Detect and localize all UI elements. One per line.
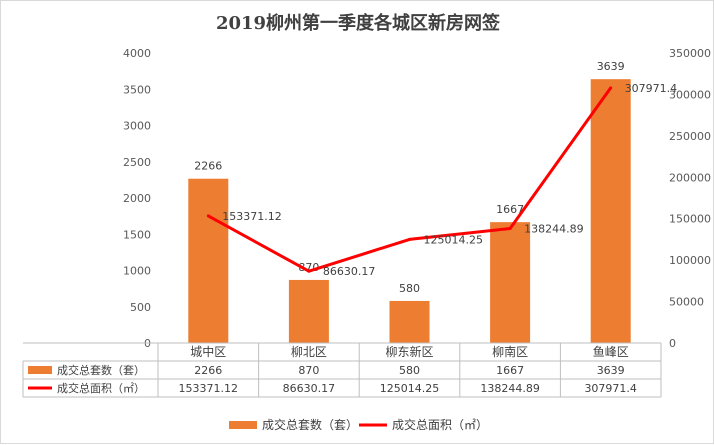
table-cell: 580 — [399, 364, 420, 377]
line-data-label: 138244.89 — [524, 222, 584, 235]
bar-城中区 — [188, 178, 229, 343]
line-data-label: 86630.17 — [323, 265, 376, 278]
y-right-tick-label: 200000 — [669, 171, 711, 184]
category-label: 柳东新区 — [385, 344, 433, 359]
y-left-tick-label: 3500 — [123, 83, 151, 96]
line-point — [408, 237, 411, 241]
y-right-tick-label: 150000 — [669, 213, 711, 226]
bar-柳东新区 — [389, 300, 430, 343]
line-data-label: 125014.25 — [424, 233, 484, 246]
bar-data-label: 1667 — [496, 203, 524, 216]
y-left-tick-label: 3000 — [123, 120, 151, 133]
category-label: 鱼峰区 — [593, 345, 629, 359]
y-right-tick-label: 100000 — [669, 254, 711, 267]
line-series-area — [207, 86, 612, 273]
category-label: 柳南区 — [492, 344, 528, 359]
bar-柳北区 — [288, 279, 329, 343]
table-cell: 3639 — [597, 364, 625, 377]
legend-label: 成交总面积（㎡） — [392, 417, 488, 432]
y-right-tick-label: 50000 — [669, 296, 704, 309]
table-legend-key-bar — [28, 366, 52, 374]
y-left-tick-label: 500 — [130, 301, 151, 314]
line-point — [508, 226, 512, 230]
y-left-tick-label: 1500 — [123, 228, 151, 241]
line-point — [206, 214, 210, 218]
y-right-tick-label: 0 — [669, 337, 676, 350]
table-cell: 870 — [298, 364, 319, 377]
y-right-tick-label: 300000 — [669, 88, 711, 101]
table-cell: 1667 — [496, 364, 524, 377]
y-right-tick-label: 350000 — [669, 47, 711, 60]
table-cell: 86630.17 — [283, 382, 336, 395]
y-right-tick-label: 250000 — [669, 130, 711, 143]
table-row-header: 成交总面积（㎡） — [57, 381, 145, 395]
line-point — [307, 269, 311, 273]
line-data-label: 153371.12 — [222, 210, 281, 223]
legend-label: 成交总套数（套） — [262, 417, 358, 432]
y-left-tick-label: 2000 — [123, 192, 151, 205]
table-cell: 153371.12 — [179, 382, 239, 395]
table-cell: 2266 — [194, 364, 222, 377]
chart-title: 2019柳州第一季度各城区新房网签 — [215, 13, 501, 34]
bar-data-label: 2266 — [194, 160, 222, 173]
legend-key-bar — [229, 421, 257, 429]
table-cell: 307971.4 — [584, 382, 637, 395]
category-label: 柳北区 — [291, 345, 327, 359]
category-label: 城中区 — [190, 344, 226, 359]
y-left-tick-label: 4000 — [123, 47, 151, 60]
bar-data-label: 580 — [399, 282, 420, 295]
bar-data-label: 3639 — [597, 60, 625, 73]
table-cell: 138244.89 — [480, 382, 540, 395]
bar-鱼峰区 — [590, 79, 631, 344]
y-left-tick-label: 2500 — [123, 156, 151, 169]
bar-柳南区 — [490, 222, 531, 343]
line-data-label: 307971.4 — [625, 82, 678, 95]
table-cell: 125014.25 — [380, 382, 440, 395]
y-left-tick-label: 1000 — [123, 265, 151, 278]
line-point — [609, 86, 613, 90]
table-row-header: 成交总套数（套） — [57, 363, 145, 377]
